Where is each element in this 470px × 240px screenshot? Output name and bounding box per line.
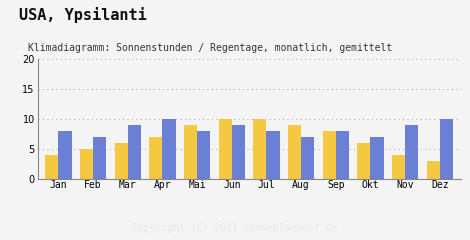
Bar xyxy=(357,143,370,179)
Bar xyxy=(184,125,197,179)
Bar xyxy=(405,125,418,179)
Bar xyxy=(288,125,301,179)
Bar xyxy=(128,125,141,179)
Bar xyxy=(370,137,384,179)
Bar xyxy=(115,143,128,179)
Bar xyxy=(197,131,210,179)
Bar xyxy=(427,161,440,179)
Bar xyxy=(45,155,58,179)
Bar xyxy=(440,119,453,179)
Bar xyxy=(58,131,71,179)
Bar xyxy=(149,137,163,179)
Bar xyxy=(232,125,245,179)
Bar xyxy=(301,137,314,179)
Bar xyxy=(80,149,93,179)
Bar xyxy=(163,119,176,179)
Bar xyxy=(93,137,106,179)
Bar xyxy=(266,131,280,179)
Text: USA, Ypsilanti: USA, Ypsilanti xyxy=(19,7,147,23)
Bar xyxy=(392,155,405,179)
Bar xyxy=(322,131,336,179)
Bar xyxy=(336,131,349,179)
Bar xyxy=(219,119,232,179)
Text: Klimadiagramm: Sonnenstunden / Regentage, monatlich, gemittelt: Klimadiagramm: Sonnenstunden / Regentage… xyxy=(28,43,392,53)
Text: Copyright (C) 2011 sonnenlaender.de: Copyright (C) 2011 sonnenlaender.de xyxy=(132,222,338,233)
Bar xyxy=(253,119,266,179)
